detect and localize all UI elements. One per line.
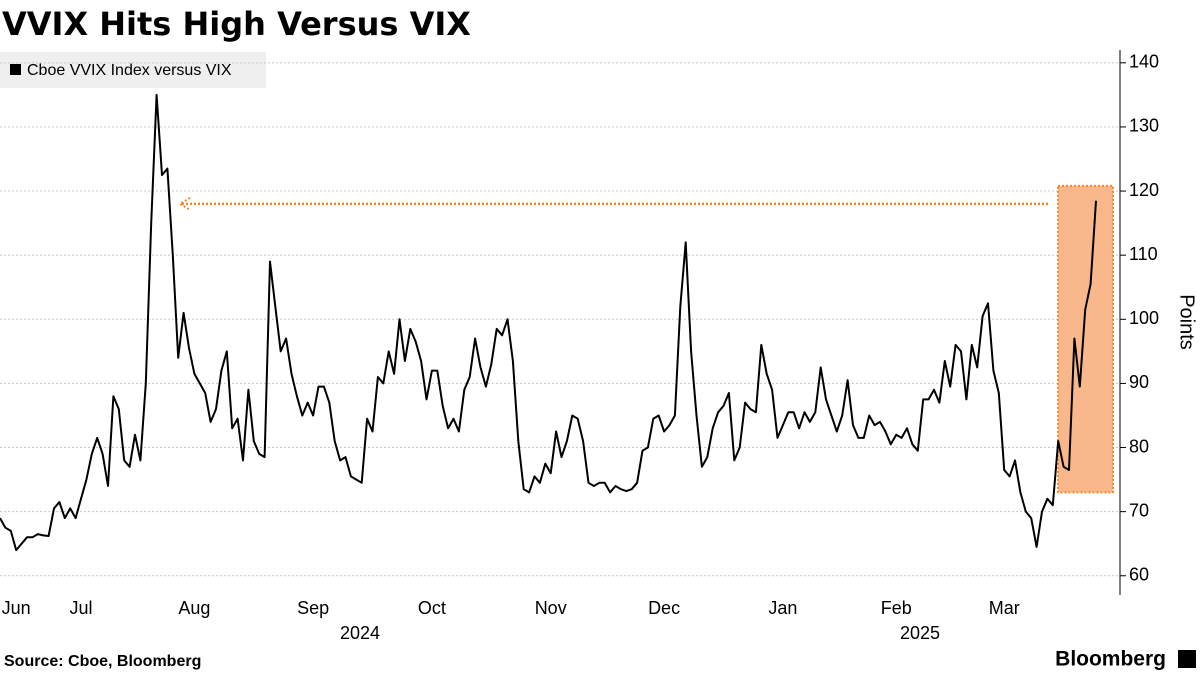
x-tick-label: Jun — [2, 598, 31, 618]
y-tick-label: 100 — [1129, 308, 1159, 328]
arrow-head — [178, 197, 191, 211]
y-tick-label: 80 — [1129, 436, 1149, 456]
x-tick-label: Jul — [69, 598, 92, 618]
year-label: 2025 — [900, 623, 940, 643]
source: Source: Cboe, Bloomberg — [4, 653, 201, 670]
chart-title: VVIX Hits High Versus VIX — [2, 5, 471, 43]
year-label: 2024 — [340, 623, 380, 643]
y-tick-label: 110 — [1129, 244, 1158, 264]
y-tick-label: 130 — [1129, 116, 1159, 136]
x-tick-label: Aug — [178, 598, 210, 618]
y-tick-label: 70 — [1129, 500, 1149, 520]
y-tick-label: 90 — [1129, 372, 1149, 392]
x-tick-label: Jan — [768, 598, 797, 618]
brand: Bloomberg — [1055, 648, 1166, 671]
x-tick-label: Feb — [881, 598, 912, 618]
legend-box — [0, 52, 266, 88]
brand-icon — [1178, 650, 1196, 668]
x-tick-label: Sep — [297, 598, 329, 618]
series-line — [0, 93, 1097, 552]
legend-label: Cboe VVIX Index versus VIX — [27, 62, 232, 79]
x-tick-label: Oct — [418, 598, 446, 618]
y-tick-label: 140 — [1129, 52, 1159, 72]
y-tick-label: 60 — [1129, 565, 1149, 585]
x-tick-label: Nov — [535, 598, 567, 618]
y-axis-label: Points — [1176, 294, 1198, 350]
x-tick-label: Mar — [989, 598, 1020, 618]
legend-swatch — [10, 64, 21, 75]
x-tick-label: Dec — [648, 598, 680, 618]
y-tick-label: 120 — [1129, 180, 1159, 200]
highlight-box — [1057, 184, 1114, 494]
